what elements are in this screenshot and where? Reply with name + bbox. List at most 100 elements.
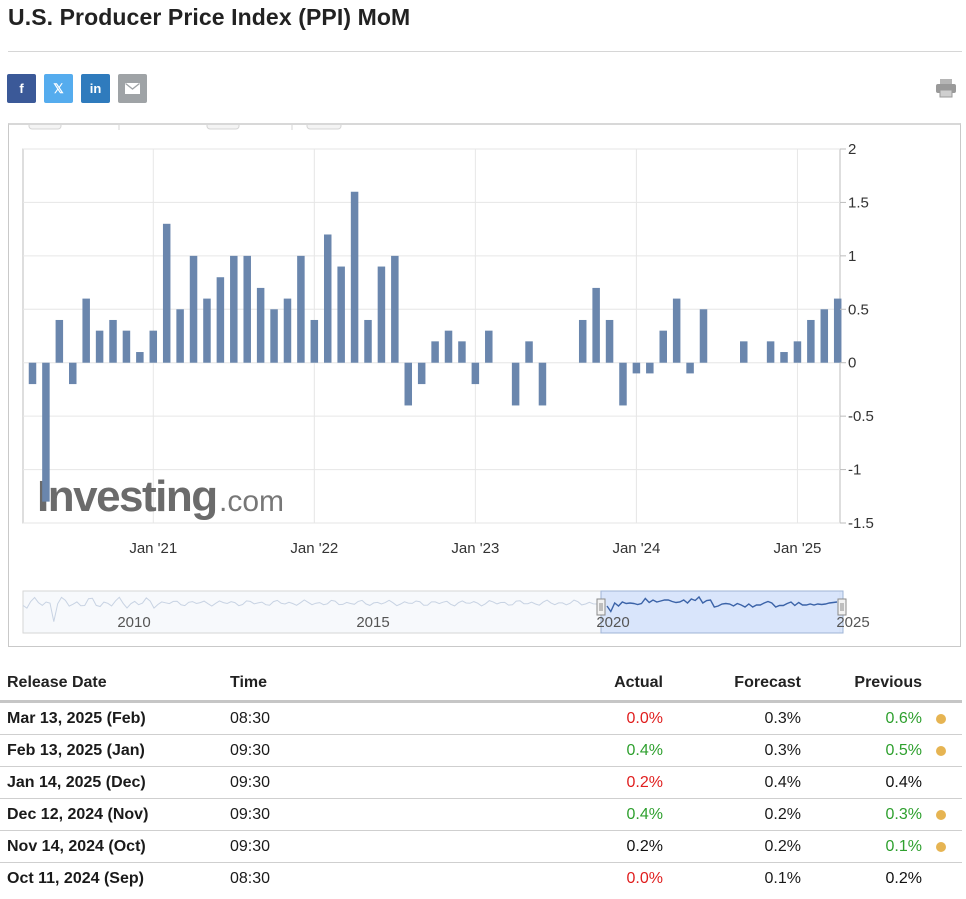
data-bar: [525, 341, 533, 363]
data-bar: [404, 362, 413, 406]
forecast-cell: 0.2%: [764, 805, 801, 823]
table-row: Feb 13, 2025 (Jan) 09:30 0.4% 0.3% 0.5%: [0, 735, 962, 767]
x-tick-label: Jan '22: [290, 540, 338, 557]
data-bar: [216, 277, 225, 363]
data-bar: [511, 362, 520, 406]
data-bar: [55, 319, 64, 363]
release-date-cell: Oct 11, 2024 (Sep): [7, 870, 144, 887]
revised-indicator-icon[interactable]: [936, 809, 946, 820]
data-bar: [283, 298, 292, 363]
data-bar: [189, 255, 198, 363]
previous-cell: 0.3%: [885, 805, 922, 823]
data-bar: [699, 309, 708, 363]
time-cell: 09:30: [230, 805, 271, 823]
data-bar: [672, 298, 681, 363]
twitter-icon: 𝕏: [53, 80, 64, 96]
forecast-cell: 0.3%: [764, 741, 801, 759]
data-bar: [659, 330, 667, 363]
data-bar: [793, 341, 802, 363]
twitter-share-button[interactable]: 𝕏: [44, 74, 73, 103]
header-actual[interactable]: Actual: [614, 673, 663, 691]
table-row: Mar 13, 2025 (Feb) 08:30 0.0% 0.3% 0.6%: [0, 703, 962, 735]
header-forecast[interactable]: Forecast: [734, 673, 801, 691]
table-row: Jan 14, 2025 (Dec) 09:30 0.2% 0.4% 0.4%: [0, 767, 962, 799]
time-cell: 09:30: [230, 837, 271, 855]
time-cell: 08:30: [230, 870, 271, 887]
page-title: U.S. Producer Price Index (PPI) MoM: [8, 4, 411, 30]
data-bar: [149, 330, 158, 363]
investing-watermark-suffix: .com: [219, 485, 284, 518]
navigator-selected-range: [600, 590, 844, 634]
revised-indicator-icon[interactable]: [936, 745, 946, 756]
event-history-table: Release Date Time Actual Forecast Previo…: [0, 665, 962, 895]
previous-cell: 0.2%: [885, 870, 922, 887]
data-bar: [458, 341, 466, 363]
table-header: Release Date Time Actual Forecast Previo…: [0, 665, 962, 703]
data-bar: [69, 362, 77, 385]
data-bar: [646, 362, 654, 374]
chart-toolbar-remnants: [28, 125, 342, 130]
data-bar: [42, 362, 50, 502]
actual-cell: 0.0%: [626, 870, 663, 887]
investing-watermark: Investing: [37, 472, 217, 521]
header-release-date[interactable]: Release Date: [7, 673, 107, 691]
y-tick-label: 1.5: [848, 194, 869, 211]
navigator-year-label: 2010: [117, 614, 150, 631]
revised-indicator-icon[interactable]: [936, 713, 946, 724]
release-date-cell: Dec 12, 2024 (Nov): [7, 805, 149, 823]
data-bar: [485, 330, 493, 363]
data-bar: [270, 309, 278, 363]
navigator-series-line: [606, 595, 838, 613]
plot-area: [22, 148, 841, 524]
data-bar: [619, 362, 627, 406]
x-tick-label: Jan '24: [612, 540, 660, 557]
actual-cell: 0.2%: [626, 773, 663, 791]
share-bar: f 𝕏 in: [7, 74, 147, 103]
y-tick-label: 0.5: [848, 301, 869, 318]
actual-cell: 0.4%: [626, 805, 663, 823]
data-bar: [297, 255, 305, 363]
y-tick-label: 1: [848, 248, 856, 265]
linkedin-share-button[interactable]: in: [81, 74, 110, 103]
data-bar: [162, 223, 171, 363]
data-bar: [243, 255, 251, 363]
data-bar: [820, 309, 829, 363]
data-bar: [337, 266, 345, 363]
data-bar: [592, 287, 600, 363]
y-tick-label: 2: [848, 141, 856, 158]
facebook-share-button[interactable]: f: [7, 74, 36, 103]
forecast-cell: 0.4%: [764, 773, 801, 791]
header-previous[interactable]: Previous: [854, 673, 922, 691]
forecast-cell: 0.2%: [764, 837, 801, 855]
x-tick-label: Jan '25: [773, 540, 821, 557]
x-tick-label: Jan '21: [129, 540, 177, 557]
time-cell: 09:30: [230, 773, 271, 791]
data-bar: [417, 362, 426, 385]
data-bar: [471, 362, 480, 385]
chart-container: Investing .com 2 1.5 1 0.5 0 -0.5 -1 -1.5 Jan '…: [8, 123, 961, 647]
data-bar: [350, 191, 359, 363]
revised-indicator-icon[interactable]: [936, 841, 946, 852]
header-time[interactable]: Time: [230, 673, 268, 691]
facebook-icon: f: [19, 81, 24, 96]
email-share-button[interactable]: [118, 74, 147, 103]
y-tick-label: -0.5: [848, 408, 874, 425]
navigator-year-label: 2020: [596, 614, 629, 631]
data-bar: [391, 255, 399, 363]
data-bar: [230, 255, 238, 363]
navigator-handle[interactable]: [837, 598, 847, 616]
y-tick-label: 0: [848, 355, 856, 372]
data-bar: [28, 362, 37, 385]
previous-cell: 0.4%: [885, 773, 922, 791]
ppi-bar-chart: Investing .com 2 1.5 1 0.5 0 -0.5 -1 -1.5 Jan '…: [22, 125, 874, 634]
data-bar: [176, 309, 184, 363]
table-row: Dec 12, 2024 (Nov) 09:30 0.4% 0.2% 0.3%: [0, 799, 962, 831]
actual-cell: 0.2%: [626, 837, 663, 855]
data-bar: [605, 319, 614, 363]
navigator-handle[interactable]: [596, 598, 606, 616]
time-cell: 09:30: [230, 741, 271, 759]
release-date-cell: Feb 13, 2025 (Jan): [7, 741, 145, 759]
data-bar: [136, 352, 144, 363]
data-bar: [82, 298, 90, 363]
printer-icon[interactable]: [935, 78, 957, 98]
